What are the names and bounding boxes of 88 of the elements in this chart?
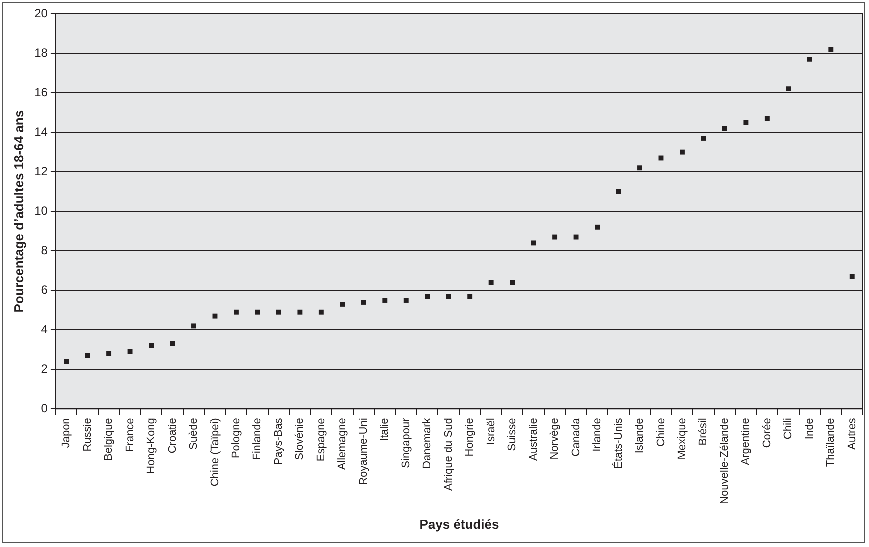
point (64, 359, 70, 364)
point (404, 298, 409, 303)
y-tick-label: 2 (41, 362, 48, 376)
x-tick-label: Chine (Taïpei) (209, 418, 222, 487)
x-tick-label: Russie (82, 418, 94, 452)
x-tick-label: Finlande (252, 418, 264, 460)
point (106, 351, 112, 356)
x-tick-label: Espagne (315, 418, 328, 462)
x-tick-label: Nouvelle-Zélande (718, 418, 731, 504)
x-tick-label: Japon (60, 418, 73, 448)
x-tick-label: Corée (761, 418, 774, 448)
point (192, 324, 196, 329)
x-tick-label: Irlande (592, 418, 604, 452)
y-tick-label: 14 (34, 124, 48, 139)
point (552, 234, 558, 240)
point (595, 224, 600, 230)
x-tick-label: Royaume-Uni (358, 418, 370, 486)
x-tick-label: Australie (528, 418, 540, 461)
y-axis-title: Pourcentage d’adultes 18-64 ans (11, 110, 26, 313)
x-tick-label: Croatie (166, 418, 179, 454)
point (828, 47, 834, 52)
point (212, 314, 218, 319)
y-tick-label: 12 (34, 164, 48, 178)
x-tick-label: Brésil (698, 418, 710, 446)
x-tick-label: Argentine (740, 418, 752, 466)
x-tick-label: Hong-Kong (146, 418, 158, 474)
point (234, 310, 239, 315)
x-tick-label: Chine (655, 418, 668, 447)
point (807, 56, 812, 62)
point (340, 302, 346, 307)
x-tick-label: Slovénie (294, 418, 306, 460)
point (149, 343, 154, 348)
point (255, 310, 260, 315)
x-tick-label: Pologne (230, 418, 243, 459)
x-axis-title: Pays étudiés (420, 516, 500, 532)
point (276, 310, 282, 315)
x-tick-label: Italie (379, 418, 392, 442)
x-tick-label: Suisse (506, 418, 519, 452)
point (298, 310, 303, 315)
y-tick-label: 8 (41, 243, 48, 258)
point (128, 349, 133, 354)
y-tick-label: 16 (34, 85, 48, 100)
y-tick-label: 10 (34, 204, 48, 218)
point (425, 294, 430, 300)
point (722, 126, 728, 132)
point (764, 116, 770, 122)
y-tick-label: 20 (34, 6, 48, 20)
x-tick-label: Islande (634, 418, 646, 454)
y-tick-label: 0 (41, 401, 48, 416)
x-tick-label: Suède (188, 418, 200, 450)
point (786, 86, 792, 92)
point (361, 300, 366, 305)
x-tick-label: Norvège (549, 418, 562, 460)
point (701, 136, 706, 141)
x-tick-label: Hongrie (464, 418, 476, 457)
x-tick-label: Afrique du Sud (442, 418, 455, 491)
point (468, 294, 473, 300)
x-tick-label: France (124, 418, 136, 452)
x-tick-label: Belgique (103, 418, 116, 462)
point (446, 294, 452, 300)
x-tick-label: Autres (846, 418, 858, 450)
x-tick-label: Israël (485, 418, 498, 446)
x-tick-label: Danemark (422, 418, 434, 469)
point (680, 150, 685, 155)
point (616, 189, 622, 194)
point (382, 298, 388, 303)
x-tick-label: Mexique (676, 418, 689, 460)
x-tick-label: Singapour (400, 418, 412, 468)
x-tick-label: Chili (782, 418, 795, 440)
point (850, 274, 855, 280)
point (744, 120, 749, 126)
x-tick-label: Allemagne (336, 418, 349, 470)
point (85, 353, 90, 358)
point (531, 240, 536, 246)
x-tick-label: Canada (570, 417, 582, 457)
point (510, 280, 516, 286)
point (574, 234, 579, 240)
y-tick-label: 18 (34, 46, 48, 60)
x-tick-label: Thaïlande (825, 418, 838, 468)
x-tick-label: Pays-Bas (272, 418, 285, 466)
point (638, 166, 642, 171)
point (170, 342, 176, 346)
point (488, 280, 494, 286)
x-tick-label: Inde (804, 418, 816, 440)
y-tick-label: 4 (41, 322, 48, 336)
point (318, 310, 324, 315)
y-tick-label: 6 (41, 282, 48, 297)
x-tick-label: États-Unis (612, 418, 625, 469)
